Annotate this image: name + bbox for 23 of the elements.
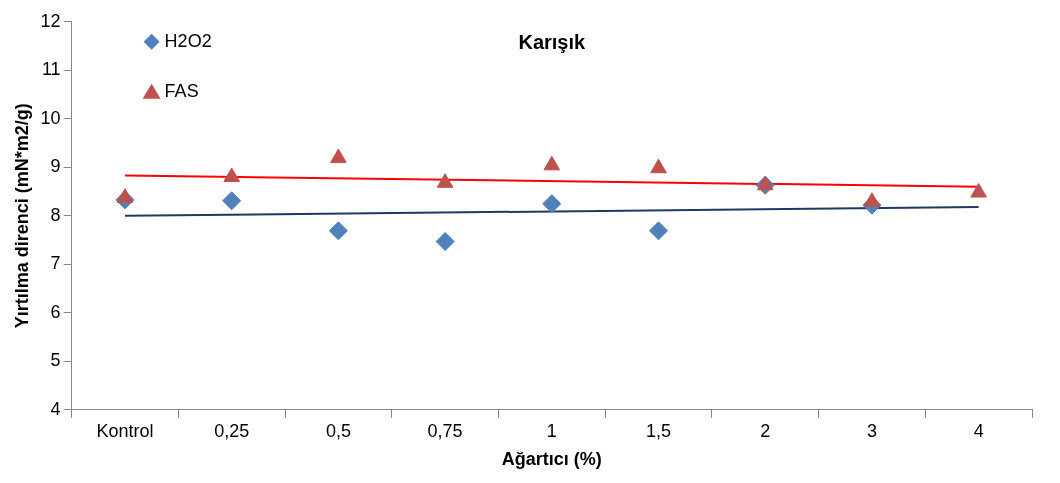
x-tick-label: 0,25 — [214, 420, 250, 441]
x-tick-label: 1 — [546, 420, 557, 441]
y-tick-label: 12 — [40, 10, 61, 31]
y-tick-label: 8 — [50, 204, 61, 225]
legend-label: FAS — [164, 80, 199, 101]
y-tick-label: 5 — [50, 350, 61, 371]
y-tick-label: 6 — [50, 301, 61, 322]
y-tick-label: 9 — [50, 156, 61, 177]
x-tick-label: 1,5 — [646, 420, 672, 441]
y-tick-label: 11 — [41, 59, 61, 80]
y-axis-title: Yırtılma direnci (mN*m2/g) — [11, 103, 32, 329]
x-tick-label: 2 — [760, 420, 771, 441]
y-tick-label: 4 — [50, 398, 61, 419]
x-tick-label: 0,75 — [427, 420, 463, 441]
y-tick-label: 10 — [40, 107, 61, 128]
x-tick-label: Kontrol — [96, 420, 154, 441]
x-axis-title: Ağartıcı (%) — [501, 449, 602, 470]
x-tick-label: 3 — [866, 420, 877, 441]
x-tick-label: 0,5 — [325, 420, 351, 441]
text: Karışık — [518, 31, 587, 54]
legend-label: H2O2 — [164, 30, 212, 51]
x-tick-label: 4 — [973, 420, 984, 441]
y-tick-label: 7 — [50, 253, 61, 274]
